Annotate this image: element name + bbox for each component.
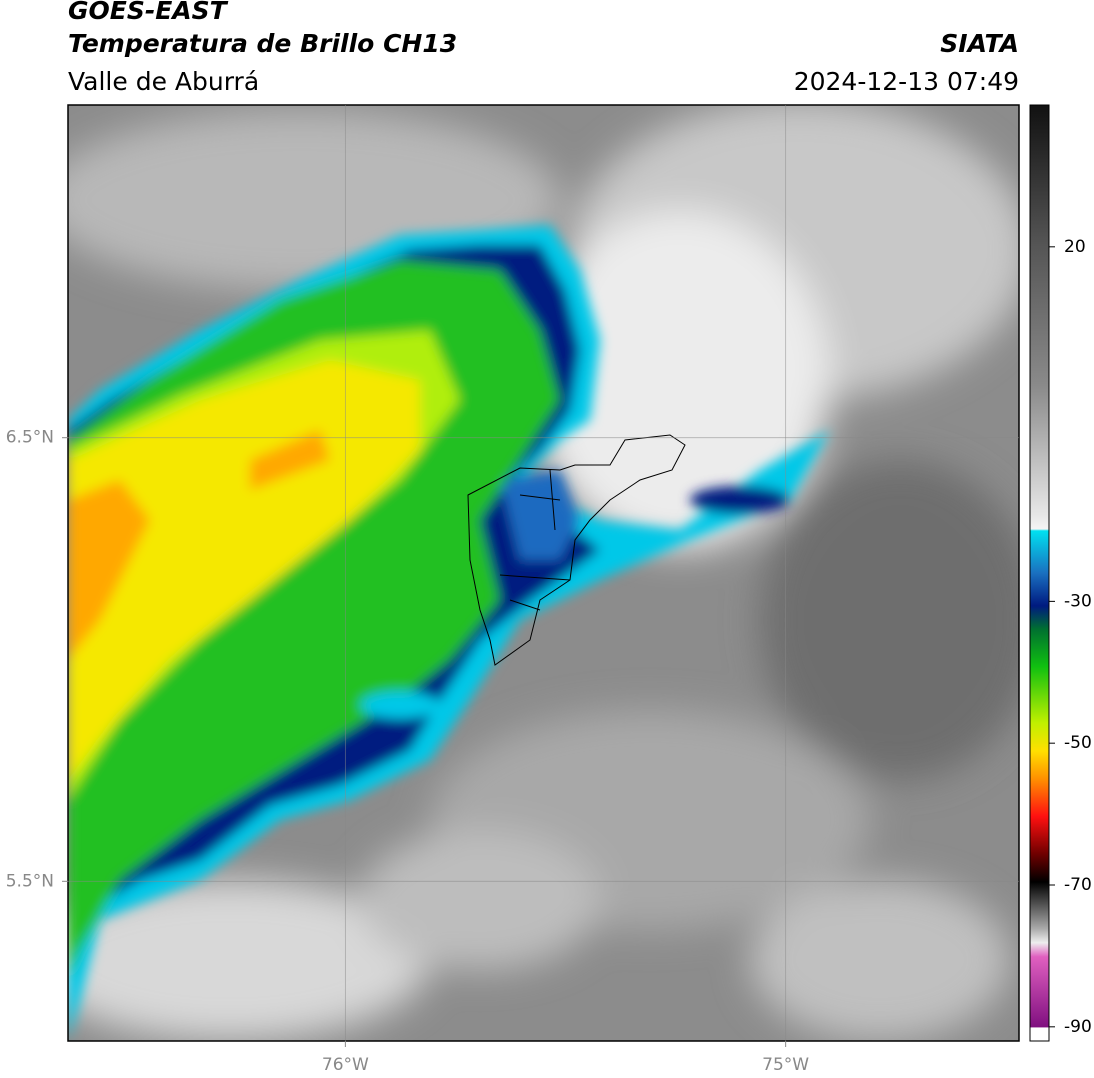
- colorbar-tick-label: -70: [1064, 875, 1092, 895]
- colorbar: [1029, 104, 1050, 1042]
- y-tick-label: 6.5°N: [6, 428, 54, 448]
- x-tick-label: 76°W: [322, 1055, 369, 1075]
- satellite-image: [68, 105, 1019, 1041]
- x-tick-label: 75°W: [762, 1055, 809, 1075]
- satellite: GOES-EAST: [68, 0, 229, 25]
- colorbar-tick-label: -30: [1064, 591, 1092, 611]
- region: Valle de Aburrá: [68, 67, 259, 96]
- colorbar-tick-label: 20: [1064, 237, 1086, 257]
- source: SIATA: [940, 29, 1019, 58]
- datetime: 2024-12-13 07:49: [794, 67, 1019, 96]
- product: Temperatura de Brillo CH13: [68, 29, 457, 58]
- colorbar-tick-label: -50: [1064, 733, 1092, 753]
- colorbar-tick-label: -90: [1064, 1017, 1092, 1037]
- y-tick-label: 5.5°N: [6, 871, 54, 891]
- map-frame: [67, 104, 1020, 1042]
